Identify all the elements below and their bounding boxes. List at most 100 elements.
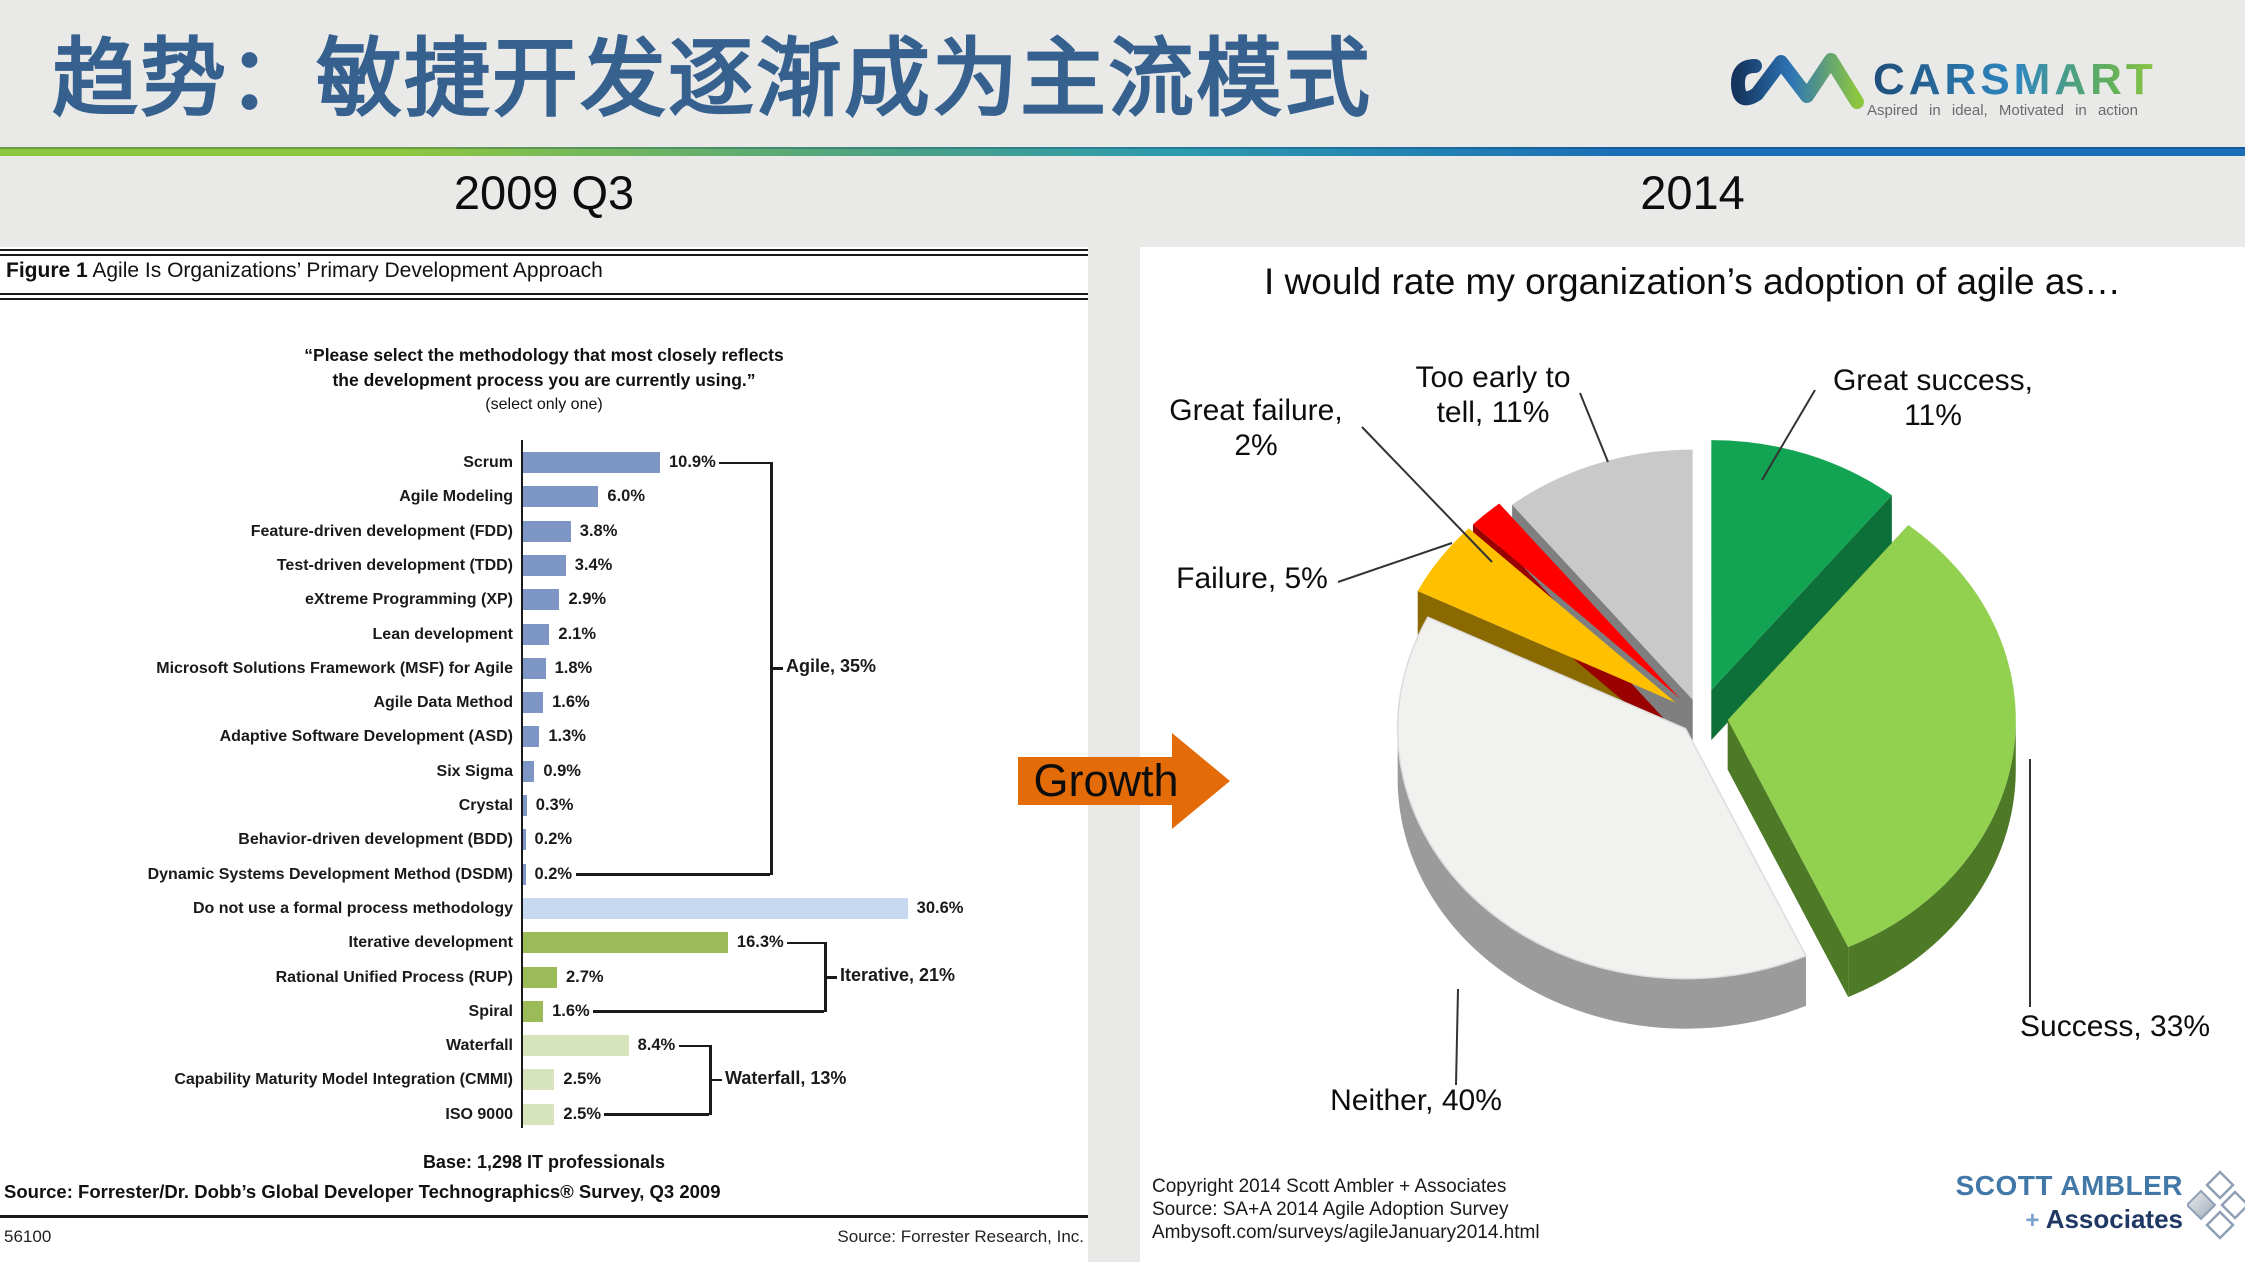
pie-slice-great-failure <box>1473 503 1680 699</box>
bar-row-label: Behavior-driven development (BDD) <box>238 831 513 849</box>
bar-value: 2.1% <box>558 624 596 643</box>
slide-title: 趋势：敏捷开发逐渐成为主流模式 <box>52 31 1372 127</box>
carsmart-logo-graphic: CARSMART <box>1730 53 2153 109</box>
bar-chart-axis <box>521 440 523 1128</box>
bar-value: 8.4% <box>637 1036 676 1055</box>
scott-ambler-associates: Associates <box>2045 1204 2183 1234</box>
bar-value: 10.9% <box>669 453 716 471</box>
bar <box>523 452 660 473</box>
scott-ambler-logo-line1: SCOTT AMBLER <box>1955 1170 2183 1201</box>
footer-report-number: 56100 <box>4 1227 52 1246</box>
pie-callout-great-failure: Great failure, 2% <box>1169 394 1343 462</box>
scott-ambler-logo: SCOTT AMBLER + Associates <box>1956 1152 2245 1257</box>
bar-value: 16.3% <box>736 933 784 952</box>
copyright-line-3: Ambysoft.com/surveys/agileJanuary2014.ht… <box>1152 1222 1540 1243</box>
bracket-connector <box>593 1010 824 1013</box>
figure-rule-bottom-1 <box>0 293 1088 295</box>
bar-row-label: eXtreme Programming (XP) <box>304 591 513 609</box>
bracket-tick <box>709 1078 722 1082</box>
figure-caption: Figure 1 Agile Is Organizations’ Primary… <box>6 259 603 283</box>
bar <box>523 1000 544 1022</box>
bracket-label: Iterative, 21% <box>840 965 956 985</box>
slide-header: 趋势：敏捷开发逐渐成为主流模式 CARSMART Aspired in idea… <box>0 0 2245 147</box>
pie-leader-line <box>1337 542 1453 583</box>
header-divider <box>0 147 2245 156</box>
copyright-line-2: Source: SA+A 2014 Agile Adoption Survey <box>1152 1199 1509 1220</box>
pie-chart-title: I would rate my organization’s adoption … <box>1264 261 2121 302</box>
pie-slice-great-success <box>1711 440 1892 691</box>
bracket-connector <box>678 1044 709 1048</box>
bracket-tick <box>770 667 783 670</box>
scott-ambler-logo-line2: + Associates <box>2025 1204 2183 1235</box>
growth-arrow-shape <box>1018 733 1230 829</box>
bar-row-label: Six Sigma <box>436 762 513 780</box>
bar-value: 0.2% <box>534 830 573 849</box>
pie-chart <box>1337 389 2031 1086</box>
footer-rule <box>0 1215 1088 1218</box>
pie-callout-success: Success, 33% <box>2020 1010 2211 1043</box>
forrester-chart-panel: Figure 1 Agile Is Organizations’ Primary… <box>0 247 1088 1262</box>
bar-row-label: Waterfall <box>446 1037 513 1055</box>
pie-leader-line <box>1361 426 1493 563</box>
bar <box>523 932 728 954</box>
pie-slice-too-early-to-tell <box>1512 449 1693 700</box>
figure-caption-text: Agile Is Organizations’ Primary Developm… <box>87 259 603 282</box>
bar-value: 2.7% <box>565 967 604 986</box>
bar-row-label: Capability Maturity Model Integration (C… <box>174 1071 513 1089</box>
bar-row-label: Spiral <box>468 1002 513 1020</box>
copyright-line-1: Copyright 2014 Scott Ambler + Associates <box>1152 1176 1507 1197</box>
pie-slice-wall <box>1727 719 1849 998</box>
bar-row-label: Agile Data Method <box>373 694 513 712</box>
bar-value: 2.9% <box>568 590 607 609</box>
bracket-label: Agile, 35% <box>786 656 877 677</box>
bar <box>523 589 560 611</box>
pie-leader-line <box>1579 392 1609 463</box>
pie-callout-neither: Neither, 40% <box>1330 1084 1502 1117</box>
bracket-label: Waterfall, 13% <box>725 1067 847 1088</box>
growth-arrow: Growth <box>1010 725 1240 837</box>
bar-value: 2.5% <box>563 1070 602 1089</box>
bar-row-label: Crystal <box>458 797 513 814</box>
bar-value: 2.5% <box>563 1104 602 1123</box>
bar-row-label: Adaptive Software Development (ASD) <box>219 728 513 746</box>
pie-slice-success <box>1727 525 2016 948</box>
bar-row-label: Lean development <box>372 625 513 643</box>
bar <box>523 897 908 919</box>
carsmart-tagline: Aspired in ideal, Motivated in action <box>1867 102 2138 119</box>
copyright-block: Copyright 2014 Scott Ambler + Associates… <box>1152 1175 1540 1244</box>
pie-leader-line <box>1455 988 1459 1086</box>
bar-value: 1.6% <box>552 693 590 712</box>
bar <box>523 554 566 576</box>
bar <box>523 760 535 782</box>
source-note: Source: Forrester/Dr. Dobb’s Global Deve… <box>4 1181 721 1202</box>
bar-value: 0.3% <box>535 796 574 814</box>
bracket-connector <box>786 941 824 945</box>
growth-arrow-label: Growth <box>1033 755 1179 806</box>
bar-value: 1.8% <box>554 658 593 677</box>
pie-leader-line <box>1761 389 1816 481</box>
pie-slice-rim <box>1397 728 1807 1029</box>
bar-value: 1.3% <box>548 727 586 746</box>
bar-value: 0.2% <box>534 864 573 883</box>
bar-row-label: Dynamic Systems Development Method (DSDM… <box>147 865 513 883</box>
bar-row-label: Agile Modeling <box>399 488 513 506</box>
scott-ambler-diamond-icon <box>2187 1170 2245 1240</box>
pie-callout-failure: Failure, 5% <box>1176 562 1328 595</box>
bar-value: 30.6% <box>916 898 964 917</box>
bar <box>523 486 599 508</box>
bar-row-label: Test-driven development (TDD) <box>276 556 513 574</box>
survey-question-line1: “Please select the methodology that most… <box>304 345 784 365</box>
bar <box>523 966 557 988</box>
bar <box>523 657 546 679</box>
bar-value: 3.4% <box>574 555 613 574</box>
pie-callout-too-early-to-tell: Too early to tell, 11% <box>1415 361 1571 429</box>
figure-caption-label: Figure 1 <box>6 259 88 282</box>
year-label-2009: 2009 Q3 <box>453 166 635 219</box>
bar-value: 1.6% <box>552 1001 590 1020</box>
pie-slice-wall <box>1711 495 1892 741</box>
bar-value: 3.8% <box>579 521 618 540</box>
bracket-connector <box>719 461 770 464</box>
bracket-connector <box>604 1113 709 1116</box>
pie-slice-failure <box>1417 528 1676 703</box>
bracket-tick <box>824 976 837 979</box>
